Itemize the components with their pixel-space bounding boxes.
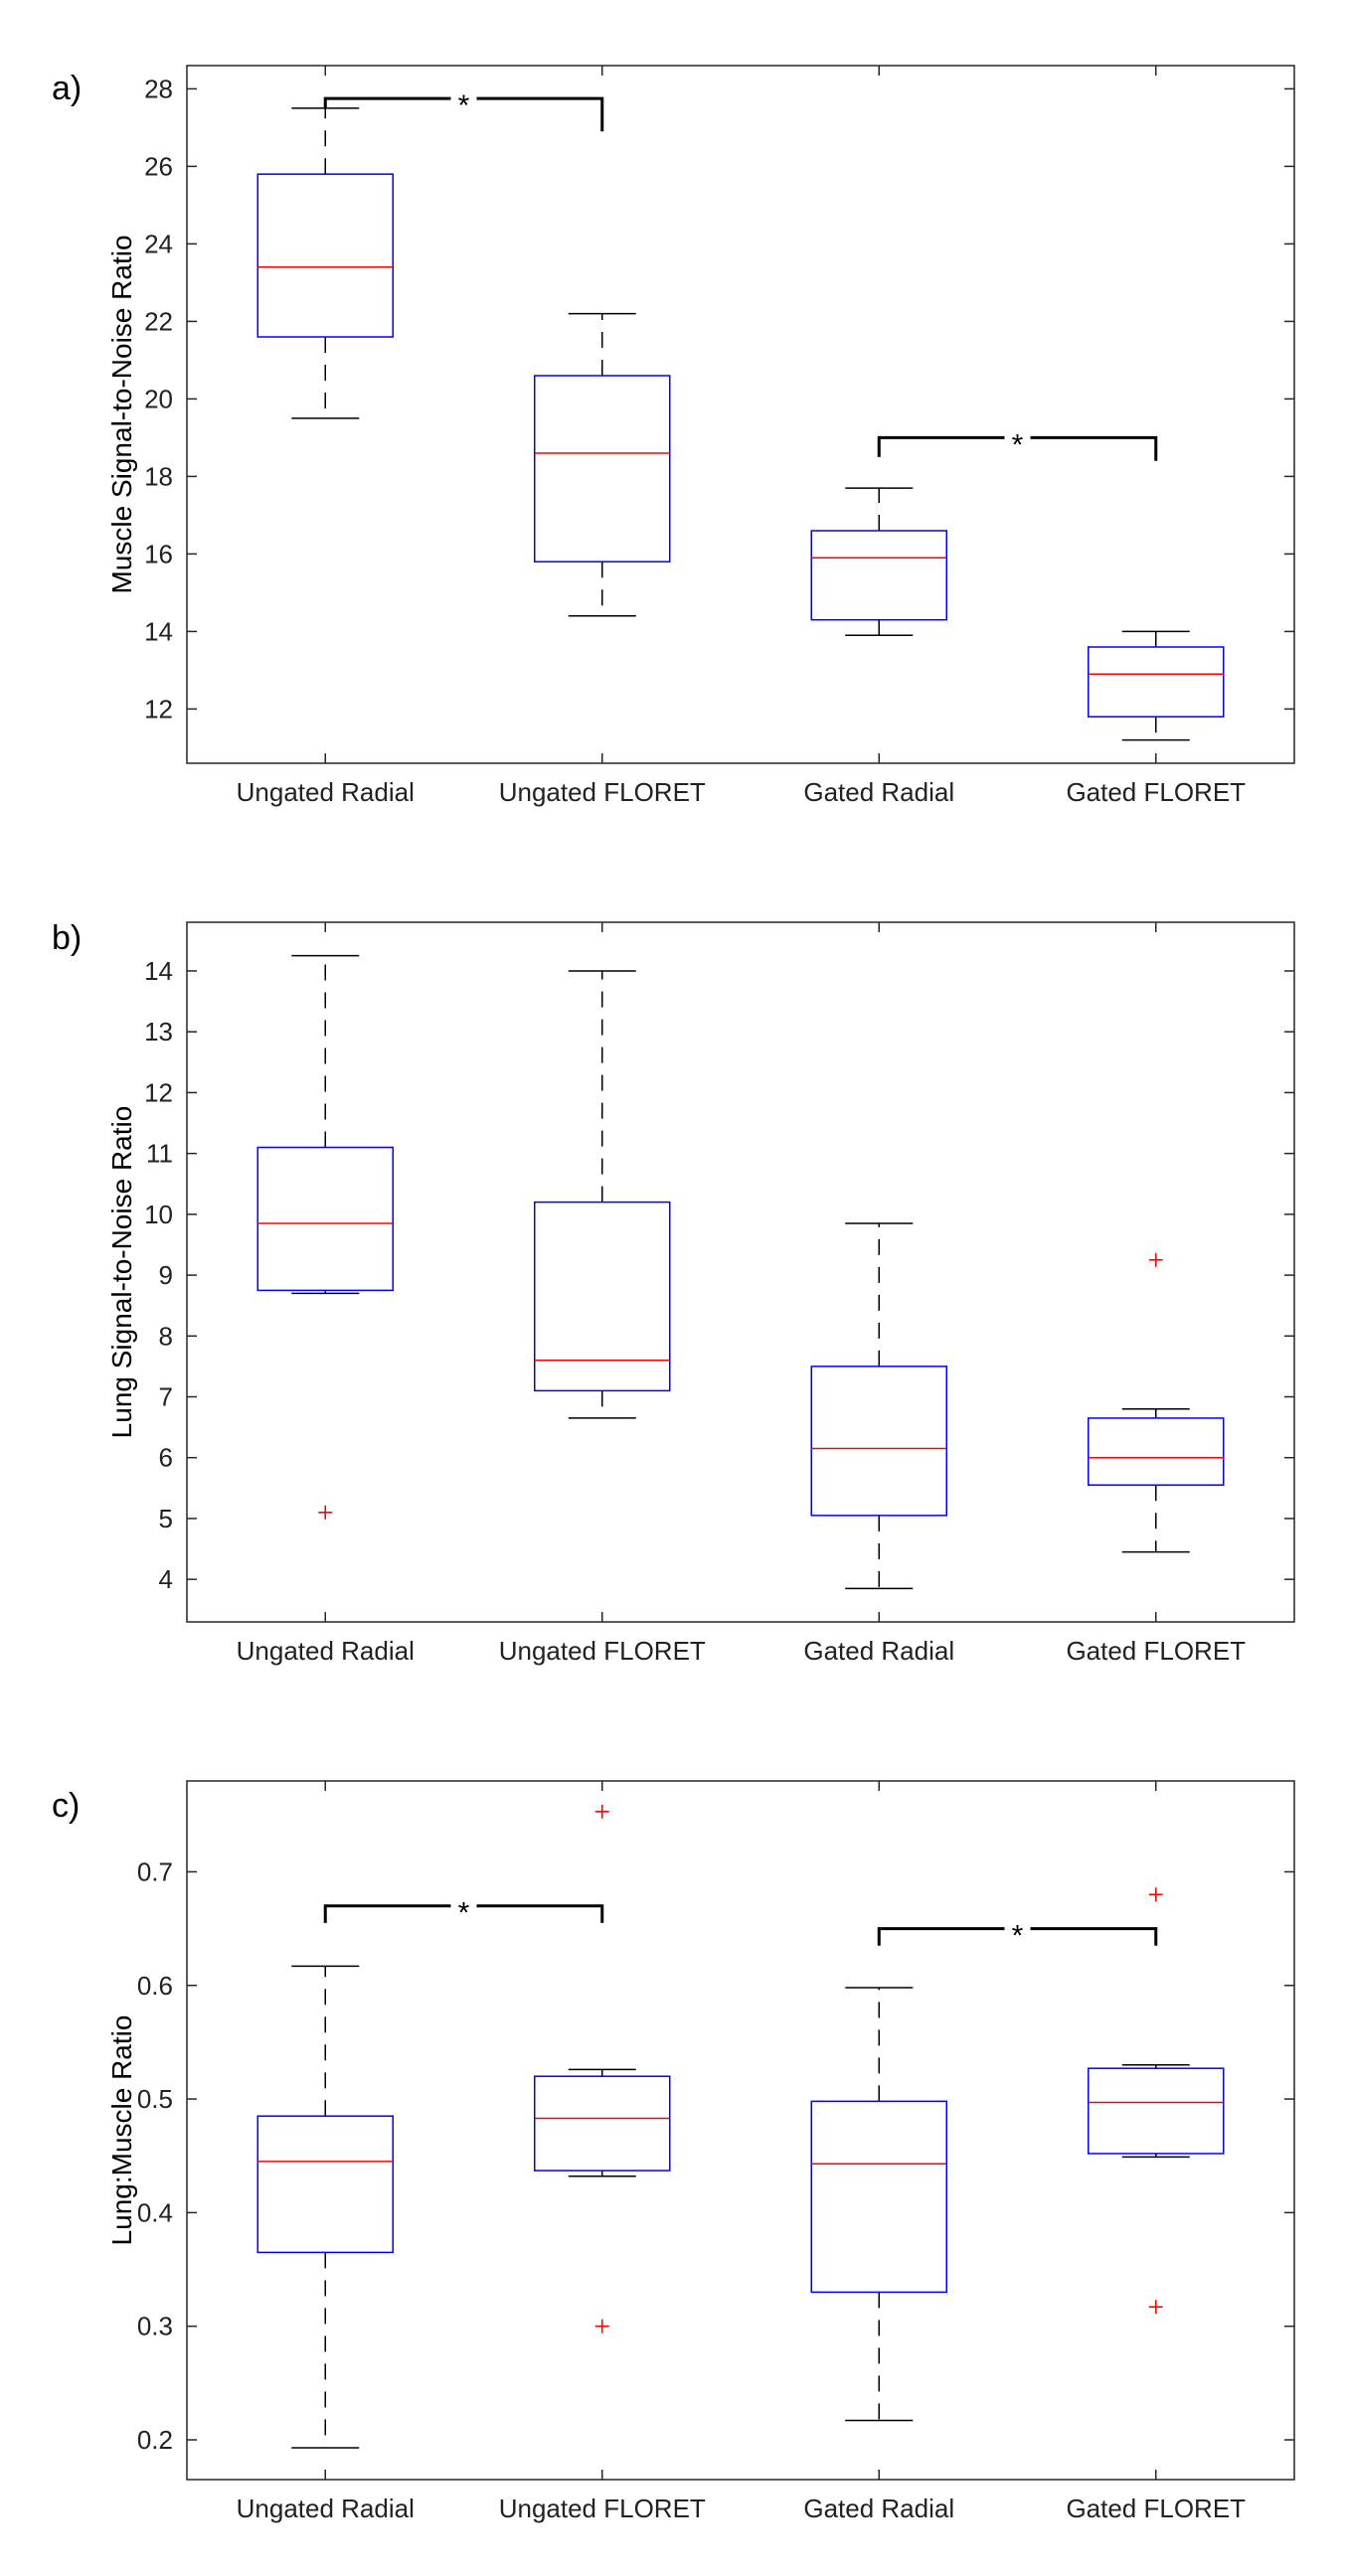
star-mask — [1004, 431, 1031, 444]
iqr-box — [810, 2100, 947, 2294]
y-tick-label: 14 — [144, 956, 173, 986]
iqr-box — [810, 530, 947, 621]
box-ungated-radial — [256, 954, 394, 1520]
x-tick-label: Ungated FLORET — [499, 2494, 706, 2523]
iqr-box — [534, 1201, 671, 1392]
outlier-marker — [594, 1804, 609, 1819]
star-mask — [1004, 1922, 1031, 1935]
significance-bracket: * — [323, 89, 604, 132]
significance-bracket: * — [323, 1897, 604, 1930]
box-ungated-radial — [256, 107, 394, 419]
y-tick-label: 0.3 — [137, 2312, 173, 2341]
outlier-marker — [1148, 1252, 1163, 1267]
box-gated-radial — [810, 1987, 947, 2422]
y-tick-label: 12 — [144, 1077, 173, 1107]
y-tick-label: 20 — [144, 384, 173, 413]
y-tick-label: 16 — [144, 539, 173, 568]
outlier-marker — [1148, 2300, 1163, 2315]
y-tick-label: 11 — [146, 1139, 173, 1169]
y-axis-label: Lung:Muscle Ratio — [106, 2015, 137, 2246]
y-tick-label: 8 — [159, 1321, 173, 1351]
y-tick-label: 0.5 — [137, 2084, 173, 2114]
panel-label: a) — [52, 70, 82, 107]
iqr-box — [256, 1146, 394, 1292]
box-gated-radial — [810, 1222, 947, 1590]
star-mask — [450, 92, 477, 105]
significance-star: * — [458, 89, 470, 122]
panel-label: c) — [52, 1787, 80, 1825]
y-tick-label: 13 — [144, 1017, 173, 1046]
x-tick-label: Gated FLORET — [1066, 777, 1246, 807]
x-tick-label: Ungated FLORET — [499, 1636, 706, 1666]
y-tick-label: 7 — [159, 1381, 173, 1411]
box-ungated-floret — [534, 970, 671, 1419]
y-tick-label: 26 — [144, 151, 173, 181]
iqr-box — [256, 173, 394, 338]
chart-panel-2: b) Lung Signal-to-Noise Ratio 4 5 6 7 8 9 10 11 12… — [52, 919, 1295, 1666]
iqr-box — [256, 2115, 394, 2254]
y-tick-label: 18 — [144, 461, 173, 491]
y-tick-label: 0.7 — [137, 1856, 173, 1886]
x-tick-label: Ungated Radial — [237, 777, 415, 807]
y-tick-label: 0.6 — [137, 1971, 173, 2001]
plot-frame — [186, 1780, 1295, 2481]
y-tick-label: 14 — [144, 616, 173, 646]
plot-frame — [186, 921, 1295, 1623]
x-tick-label: Gated Radial — [803, 777, 954, 807]
significance-bracket: * — [877, 1920, 1158, 1953]
significance-bracket: * — [877, 428, 1158, 461]
box-ungated-floret — [534, 1804, 671, 2334]
y-tick-label: 12 — [144, 694, 173, 724]
outlier-marker — [1148, 1887, 1163, 1902]
box-gated-floret — [1088, 1252, 1225, 1553]
x-tick-label: Gated FLORET — [1066, 1636, 1246, 1666]
y-tick-label: 10 — [144, 1200, 173, 1229]
box-ungated-floret — [534, 312, 671, 617]
y-tick-label: 5 — [159, 1504, 173, 1533]
box-gated-floret — [1088, 1887, 1225, 2315]
iqr-box — [1088, 2067, 1225, 2155]
chart-panel-3: c) Lung:Muscle Ratio 0.2 0.3 0.4 0.5 0.6 0.7 Ung… — [52, 1780, 1295, 2523]
box-gated-radial — [810, 487, 947, 637]
chart-panel-1: a) Muscle Signal-to-Noise Ratio 12 14 16 18 20… — [52, 65, 1295, 807]
y-tick-label: 22 — [144, 306, 173, 336]
x-tick-label: Ungated Radial — [237, 2494, 415, 2523]
x-tick-label: Ungated Radial — [237, 1636, 415, 1666]
x-tick-label: Gated FLORET — [1066, 2494, 1246, 2523]
significance-star: * — [1012, 428, 1024, 461]
y-tick-label: 28 — [144, 74, 173, 103]
y-tick-label: 4 — [159, 1564, 173, 1594]
iqr-box — [534, 2075, 671, 2172]
panel-label: b) — [52, 919, 82, 957]
x-tick-label: Gated Radial — [803, 2494, 954, 2523]
iqr-box — [810, 1366, 947, 1517]
y-axis-label: Lung Signal-to-Noise Ratio — [106, 1106, 137, 1439]
y-tick-label: 9 — [159, 1260, 173, 1290]
y-tick-label: 0.4 — [137, 2197, 173, 2227]
star-mask — [450, 1899, 477, 1912]
outlier-marker — [594, 2319, 609, 2334]
y-axis-label: Muscle Signal-to-Noise Ratio — [106, 235, 137, 593]
outlier-marker — [318, 1505, 333, 1520]
y-tick-label: 24 — [144, 229, 173, 258]
x-tick-label: Gated Radial — [803, 1636, 954, 1666]
significance-star: * — [458, 1897, 470, 1930]
significance-star: * — [1012, 1920, 1024, 1953]
iqr-box — [1088, 646, 1225, 718]
y-tick-label: 0.2 — [137, 2425, 173, 2455]
iqr-box — [1088, 1417, 1225, 1487]
x-tick-label: Ungated FLORET — [499, 777, 706, 807]
plot-frame — [186, 65, 1295, 764]
box-ungated-radial — [256, 1965, 394, 2449]
box-gated-floret — [1088, 630, 1225, 741]
y-tick-label: 6 — [159, 1443, 173, 1473]
iqr-box — [534, 375, 671, 563]
